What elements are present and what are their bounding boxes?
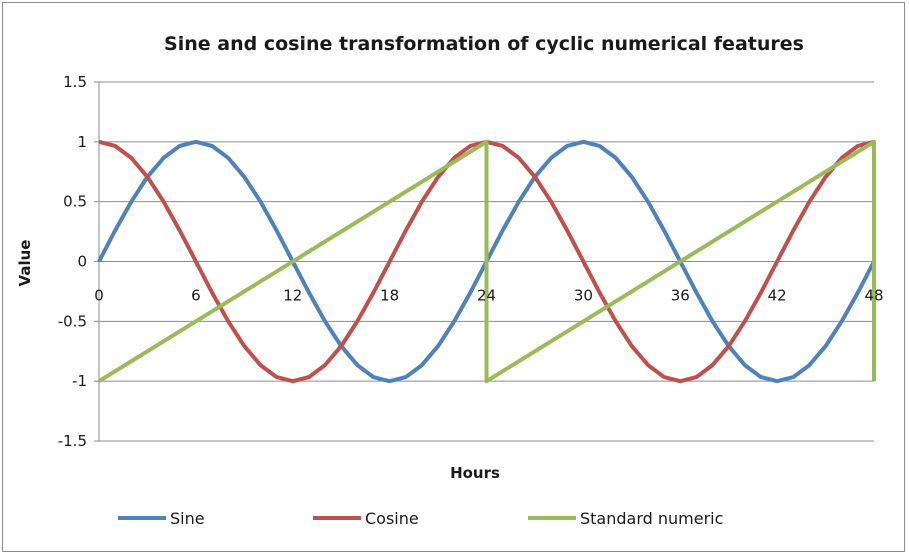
x-tick-label: 30 xyxy=(574,287,593,305)
y-tick-label: 1 xyxy=(77,133,87,151)
x-tick-label: 12 xyxy=(283,287,302,305)
series-line-standard-numeric xyxy=(97,139,876,384)
y-tick-label: -0.5 xyxy=(58,312,87,330)
y-tick-label: 1.5 xyxy=(63,73,87,91)
x-tick-label: 18 xyxy=(380,287,399,305)
legend-label-standard-numeric: Standard numeric xyxy=(580,509,723,528)
x-tick-label: 36 xyxy=(671,287,690,305)
y-tick-label: -1 xyxy=(72,372,87,390)
chart-title: Sine and cosine transformation of cyclic… xyxy=(164,33,804,55)
y-axis-label: Value xyxy=(16,240,34,287)
legend: Sine Cosine Standard numeric xyxy=(118,509,723,528)
x-tick-label: 24 xyxy=(477,287,496,305)
y-tick-label: 0.5 xyxy=(63,193,87,211)
x-tick-label: 0 xyxy=(94,287,104,305)
x-tick-label: 6 xyxy=(191,287,201,305)
y-tick-label: -1.5 xyxy=(58,432,87,450)
x-tick-label: 42 xyxy=(768,287,787,305)
legend-label-sine: Sine xyxy=(170,509,205,528)
x-tick-labels: 0 6 12 18 24 30 36 42 48 xyxy=(94,287,883,305)
series-lines xyxy=(97,139,876,384)
legend-label-cosine: Cosine xyxy=(365,509,419,528)
x-axis-label: Hours xyxy=(450,464,500,482)
y-tick-labels: 1.5 1 0.5 0 -0.5 -1 -1.5 xyxy=(58,73,87,450)
y-tick-label: 0 xyxy=(77,253,87,271)
x-tick-label: 48 xyxy=(864,287,883,305)
